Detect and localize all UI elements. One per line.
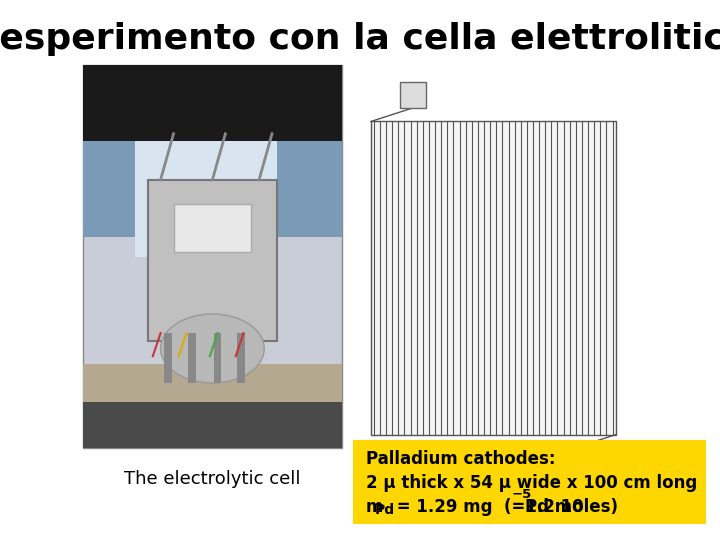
Bar [83, 65, 342, 238]
Text: Pd moles): Pd moles) [525, 498, 618, 516]
Text: = 1.29 mg  (=1.2 10: = 1.29 mg (=1.2 10 [391, 498, 584, 516]
Bar [148, 180, 277, 341]
Bar [83, 65, 342, 448]
Bar [83, 364, 342, 402]
Text: −5: −5 [511, 488, 531, 501]
Bar [400, 82, 426, 108]
Text: Palladium cathodes:: Palladium cathodes: [366, 450, 555, 468]
Bar [135, 96, 277, 256]
Ellipse shape [161, 314, 264, 383]
Bar [237, 333, 245, 383]
Bar [371, 122, 616, 435]
Bar [83, 65, 342, 141]
Text: L’esperimento con la cella elettrolitica: L’esperimento con la cella elettrolitica [0, 22, 720, 56]
Bar [174, 204, 251, 252]
Bar [188, 333, 196, 383]
Text: Pd: Pd [374, 503, 395, 517]
Bar [353, 440, 706, 524]
Text: The electrolytic cell: The electrolytic cell [124, 470, 301, 488]
Bar [561, 448, 587, 474]
Bar [164, 333, 172, 383]
Bar [214, 333, 222, 383]
Text: m: m [366, 498, 383, 516]
Bar [83, 379, 342, 448]
Text: 2 μ thick x 54 μ wide x 100 cm long: 2 μ thick x 54 μ wide x 100 cm long [366, 474, 697, 492]
